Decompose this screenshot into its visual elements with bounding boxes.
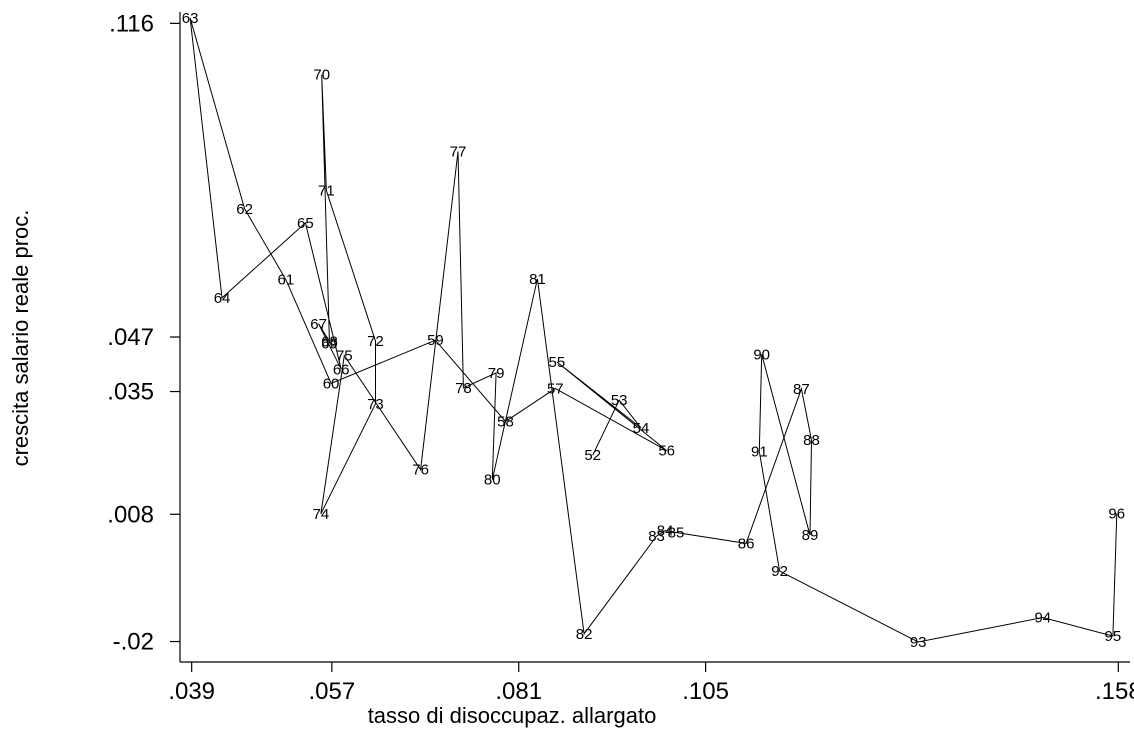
point-label-67: 67 — [310, 316, 327, 333]
point-label-57: 57 — [547, 380, 564, 397]
point-label-83: 83 — [648, 528, 665, 545]
point-label-89: 89 — [802, 527, 819, 544]
point-label-73: 73 — [367, 396, 384, 413]
x-tick-label: .105 — [682, 678, 729, 705]
y-axis-title: crescita salario reale proc. — [8, 210, 33, 467]
point-label-90: 90 — [753, 346, 770, 363]
point-label-80: 80 — [484, 472, 501, 489]
point-label-87: 87 — [793, 381, 810, 398]
y-ticks: -.02 .008 .035 .047 .116 — [107, 10, 180, 656]
point-label-52: 52 — [584, 447, 601, 464]
point-label-85: 85 — [668, 524, 685, 541]
x-ticks: .039 .057 .081 .105 .158 — [168, 662, 1134, 705]
point-label-68: 68 — [321, 334, 338, 351]
point-label-75: 75 — [336, 348, 353, 365]
point-label-70: 70 — [313, 67, 330, 84]
series-line — [189, 17, 1118, 643]
point-label-96: 96 — [1108, 505, 1125, 522]
point-label-95: 95 — [1105, 628, 1122, 645]
point-label-93: 93 — [910, 634, 927, 651]
point-label-64: 64 — [214, 290, 231, 307]
y-tick-label: .008 — [107, 501, 154, 528]
point-label-72: 72 — [367, 333, 384, 350]
point-label-77: 77 — [450, 144, 467, 161]
point-label-78: 78 — [455, 380, 472, 397]
point-label-86: 86 — [738, 535, 755, 552]
point-label-63: 63 — [182, 10, 199, 27]
point-label-56: 56 — [658, 443, 675, 460]
point-label-58: 58 — [497, 414, 514, 431]
point-label-79: 79 — [488, 365, 505, 382]
point-label-62: 62 — [236, 201, 253, 218]
point-label-69: 69 — [321, 335, 338, 352]
point-label-94: 94 — [1034, 609, 1051, 626]
y-tick-label: .047 — [107, 324, 154, 351]
point-label-61: 61 — [278, 272, 295, 289]
point-label-76: 76 — [412, 462, 429, 479]
point-label-54: 54 — [633, 420, 650, 437]
y-tick-label: .116 — [109, 10, 154, 37]
point-label-84: 84 — [657, 523, 674, 540]
point-label-59: 59 — [427, 332, 444, 349]
point-label-65: 65 — [297, 215, 314, 232]
point-label-60: 60 — [323, 375, 340, 392]
x-axis-title: tasso di disoccupaz. allargato — [368, 703, 657, 728]
x-tick-label: .057 — [308, 678, 355, 705]
point-label-66: 66 — [333, 361, 350, 378]
point-label-82: 82 — [576, 626, 593, 643]
point-label-71: 71 — [318, 183, 335, 200]
point-label-92: 92 — [771, 563, 788, 580]
point-label-91: 91 — [751, 444, 768, 461]
x-tick-label: .081 — [495, 678, 542, 705]
point-label-53: 53 — [611, 392, 628, 409]
x-tick-label: .039 — [168, 678, 215, 705]
point-label-55: 55 — [549, 354, 566, 371]
point-label-74: 74 — [313, 506, 330, 523]
y-tick-label: .035 — [107, 379, 154, 406]
x-tick-label: .158 — [1095, 678, 1134, 705]
point-label-81: 81 — [529, 271, 546, 288]
y-tick-label: -.02 — [113, 629, 154, 656]
point-label-88: 88 — [803, 432, 820, 449]
